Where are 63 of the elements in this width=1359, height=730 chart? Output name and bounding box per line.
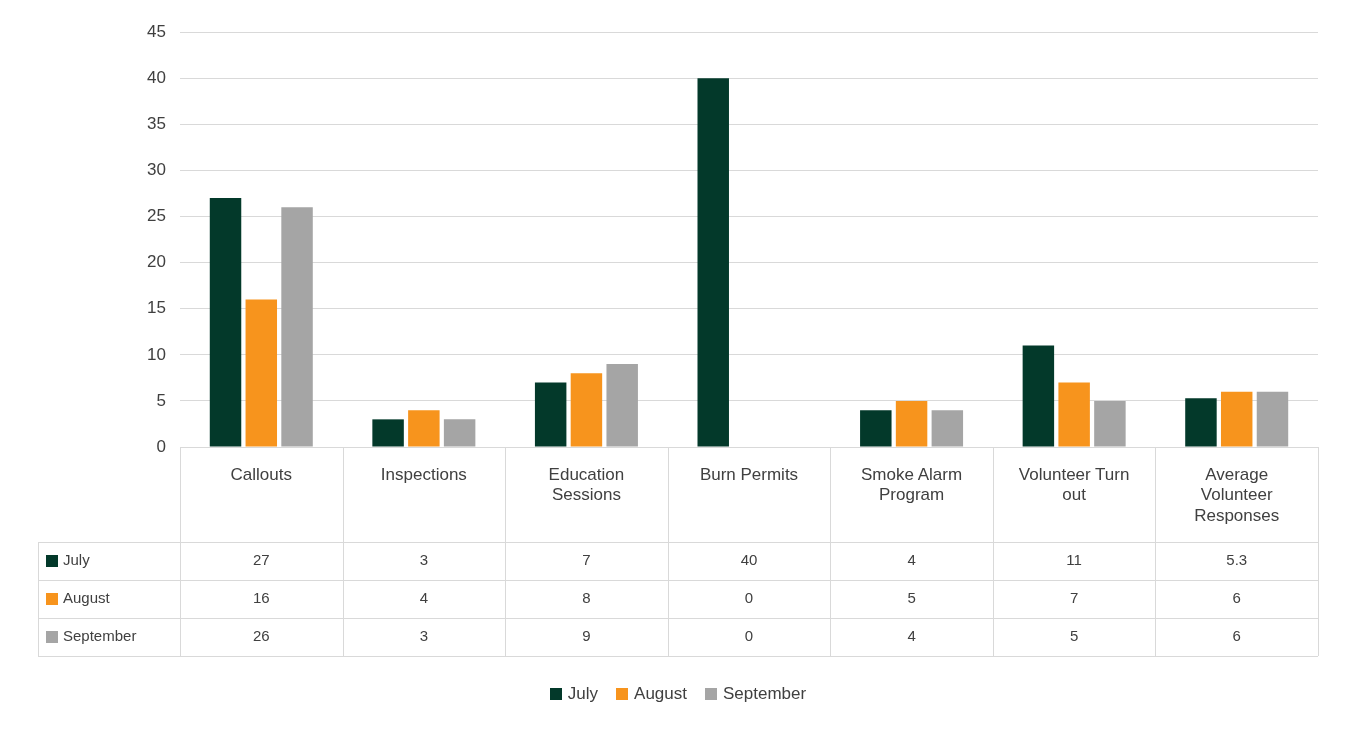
bar — [697, 78, 729, 447]
y-tick-label: 0 — [156, 436, 166, 456]
data-label: 4 — [419, 589, 429, 607]
bar — [606, 364, 638, 447]
x-tick-label: Callouts — [230, 464, 292, 484]
data-label: 3 — [419, 551, 429, 569]
y-tick-label: 5 — [156, 390, 166, 410]
bar — [860, 410, 892, 447]
y-tick-label: 25 — [147, 206, 166, 226]
data-label: 40 — [740, 551, 758, 569]
data-label: 5.3 — [1226, 551, 1248, 569]
bar — [931, 410, 964, 447]
data-label: 11 — [1066, 551, 1082, 569]
data-label: 7 — [582, 551, 591, 569]
bar — [1094, 400, 1126, 447]
bar — [372, 419, 404, 447]
bar — [534, 382, 567, 447]
data-label: 6 — [1232, 589, 1241, 607]
data-label: 5 — [1069, 627, 1079, 645]
data-label: 0 — [744, 589, 754, 607]
bar — [1256, 391, 1289, 447]
data-label: 4 — [907, 551, 916, 569]
bar — [1058, 382, 1090, 447]
data-label: 5 — [907, 589, 916, 607]
data-label: 16 — [252, 589, 270, 607]
y-tick-label: 10 — [147, 344, 166, 364]
bar — [408, 410, 440, 447]
y-tick-label: 35 — [147, 114, 166, 134]
data-label: 8 — [582, 589, 591, 607]
bar — [1185, 398, 1217, 447]
x-tick-label: Education Sessions — [548, 464, 625, 505]
bar — [1220, 391, 1253, 447]
text: August — [634, 684, 687, 703]
legend-label: July — [63, 551, 91, 569]
bar — [209, 198, 242, 447]
bar — [1022, 345, 1055, 447]
data-label: 0 — [744, 627, 754, 645]
legend-label: August — [63, 589, 111, 607]
bar — [245, 299, 278, 447]
x-tick-label: Average Volunteer Responses — [1194, 464, 1280, 525]
y-tick-label: 45 — [147, 21, 166, 41]
x-tick-label: Burn Permits — [699, 464, 799, 484]
bar — [281, 207, 313, 447]
x-tick-label: Inspections — [380, 464, 467, 484]
legend-label: September — [63, 627, 137, 645]
data-label: 27 — [252, 551, 270, 569]
text: July — [567, 684, 599, 703]
y-tick-label: 30 — [147, 160, 166, 180]
data-label: 9 — [582, 627, 591, 645]
y-tick-label: 15 — [147, 298, 166, 318]
y-tick-label: 40 — [147, 67, 166, 87]
data-label: 3 — [419, 627, 429, 645]
data-label: 7 — [1069, 589, 1079, 607]
data-label: 6 — [1232, 627, 1241, 645]
bar — [570, 373, 603, 447]
data-label: 26 — [252, 627, 270, 645]
text: September — [723, 684, 807, 703]
bar — [443, 419, 476, 447]
y-tick-label: 20 — [147, 252, 166, 272]
x-tick-label: Smoke Alarm Program — [861, 464, 963, 505]
bar — [895, 400, 928, 447]
data-label: 4 — [907, 627, 916, 645]
x-tick-label: Volunteer Turn out — [1018, 464, 1130, 505]
